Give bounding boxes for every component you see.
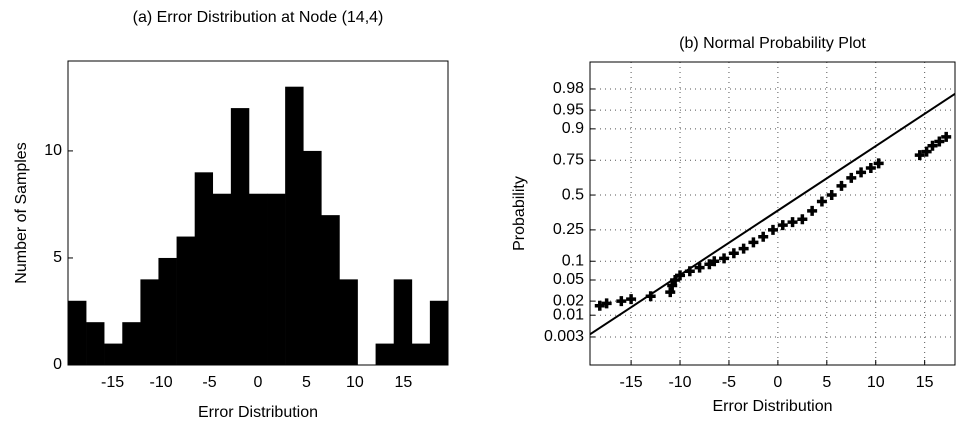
marker [709, 256, 720, 267]
marker [941, 131, 952, 142]
y-tick-label: 10 [44, 142, 62, 159]
marker [856, 167, 867, 178]
bar [393, 279, 413, 365]
y-tick-label: 0.75 [553, 151, 584, 168]
bar [303, 150, 322, 365]
marker [616, 296, 627, 307]
marker [694, 262, 705, 273]
marker [667, 280, 678, 291]
y-tick-label: 0.01 [553, 306, 584, 323]
y-tick-label: 0.02 [553, 292, 584, 309]
marker [927, 140, 938, 151]
marker [777, 220, 788, 231]
bar [321, 215, 340, 365]
x-tick-label: 5 [822, 374, 831, 391]
marker [645, 291, 656, 302]
x-tick-label: 10 [346, 374, 364, 391]
y-tick-label: 5 [53, 249, 62, 266]
x-tick-label: -5 [202, 374, 216, 391]
x-tick-label: 0 [254, 374, 263, 391]
marker [914, 150, 925, 161]
x-axis-label: Error Distribution [198, 404, 318, 421]
marker [738, 243, 749, 254]
marker [719, 253, 730, 264]
marker [807, 205, 818, 216]
x-tick-label: 10 [867, 374, 885, 391]
x-tick-label: -15 [620, 374, 643, 391]
y-axis-label: Probability [511, 176, 528, 251]
bar [375, 343, 395, 365]
marker [675, 270, 686, 281]
bar [429, 300, 449, 365]
bar [140, 279, 159, 365]
bar [230, 108, 250, 365]
x-tick-label: 5 [302, 374, 311, 391]
x-tick-label: -10 [149, 374, 172, 391]
y-tick-label: 0.05 [553, 271, 584, 288]
y-tick-label: 0.25 [553, 221, 584, 238]
bar [86, 322, 105, 365]
y-tick-label: 0.5 [562, 186, 584, 203]
marker [836, 180, 847, 191]
x-tick-label: 15 [395, 374, 413, 391]
marker [816, 196, 827, 207]
marker [626, 294, 637, 305]
x-axis-label: Error Distribution [712, 398, 832, 415]
bar [267, 193, 286, 365]
marker [758, 231, 769, 242]
chart-title: (b) Normal Probability Plot [679, 35, 866, 52]
marker [684, 266, 695, 277]
marker [826, 190, 837, 201]
bar [411, 343, 431, 365]
marker [728, 248, 739, 259]
y-tick-label: 0.9 [562, 120, 584, 137]
fit-line [589, 92, 956, 336]
bar [176, 236, 195, 365]
marker [873, 158, 884, 169]
bar [104, 343, 123, 365]
x-tick-label: 15 [916, 374, 934, 391]
marker [748, 237, 759, 248]
marker [797, 214, 808, 225]
x-tick-label: 0 [773, 374, 782, 391]
y-tick-label: 0.95 [553, 101, 584, 118]
marker [921, 146, 932, 157]
bar [68, 300, 87, 365]
chart-title: (a) Error Distribution at Node (14,4) [133, 9, 384, 26]
x-tick-label: -5 [722, 374, 736, 391]
x-tick-label: -15 [101, 374, 124, 391]
bar [158, 257, 177, 365]
marker [767, 224, 778, 235]
bar [212, 193, 232, 365]
y-axis-label: Number of Samples [13, 142, 30, 283]
marker [601, 298, 612, 309]
bar [194, 172, 214, 365]
y-tick-label: 0.003 [544, 328, 584, 345]
axes-frame [67, 60, 449, 366]
marker [865, 162, 876, 173]
marker [594, 300, 605, 311]
axes-frame [589, 61, 956, 366]
y-tick-label: 0.98 [553, 80, 584, 97]
bar [339, 279, 358, 365]
bar [285, 86, 304, 366]
marker [846, 172, 857, 183]
marker [934, 136, 945, 147]
bar [122, 322, 141, 365]
y-tick-label: 0 [53, 356, 62, 373]
y-tick-label: 0.1 [562, 252, 584, 269]
x-tick-label: -10 [668, 374, 691, 391]
marker [665, 287, 676, 298]
marker [787, 217, 798, 228]
bar [248, 193, 268, 365]
